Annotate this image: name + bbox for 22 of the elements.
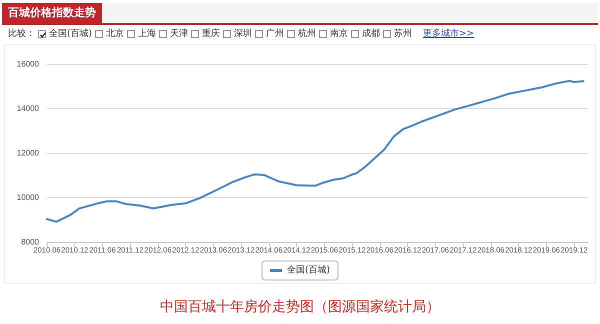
text: 杭州 <box>298 28 316 41</box>
text: 深圳 <box>234 28 252 41</box>
text: 比较： <box>8 28 35 42</box>
legend-label: 全国(百城) <box>286 264 330 276</box>
text: 重庆 <box>202 28 220 41</box>
y-tick-label: 16000 <box>16 60 40 68</box>
text: 苏州 <box>394 28 412 41</box>
chart-title: 百城价格指数走势 <box>2 3 102 23</box>
y-tick-label: 12000 <box>16 148 40 158</box>
text: 更多城市>> <box>423 28 474 42</box>
text: 天津 <box>170 28 188 41</box>
text: 上海 <box>138 28 156 41</box>
line-series <box>46 80 584 223</box>
text: 全国(百城) <box>49 28 92 41</box>
text: 成都 <box>362 28 380 41</box>
y-tick-label: 14000 <box>16 104 40 113</box>
text: 中国百城十年房价走势图（图源国家统计局） <box>159 298 441 316</box>
y-tick-label: 8000 <box>21 238 40 246</box>
text: 南京 <box>330 28 348 41</box>
text: 广州 <box>266 28 284 41</box>
y-tick-label: 10000 <box>16 193 40 202</box>
text: 北京 <box>106 28 124 41</box>
